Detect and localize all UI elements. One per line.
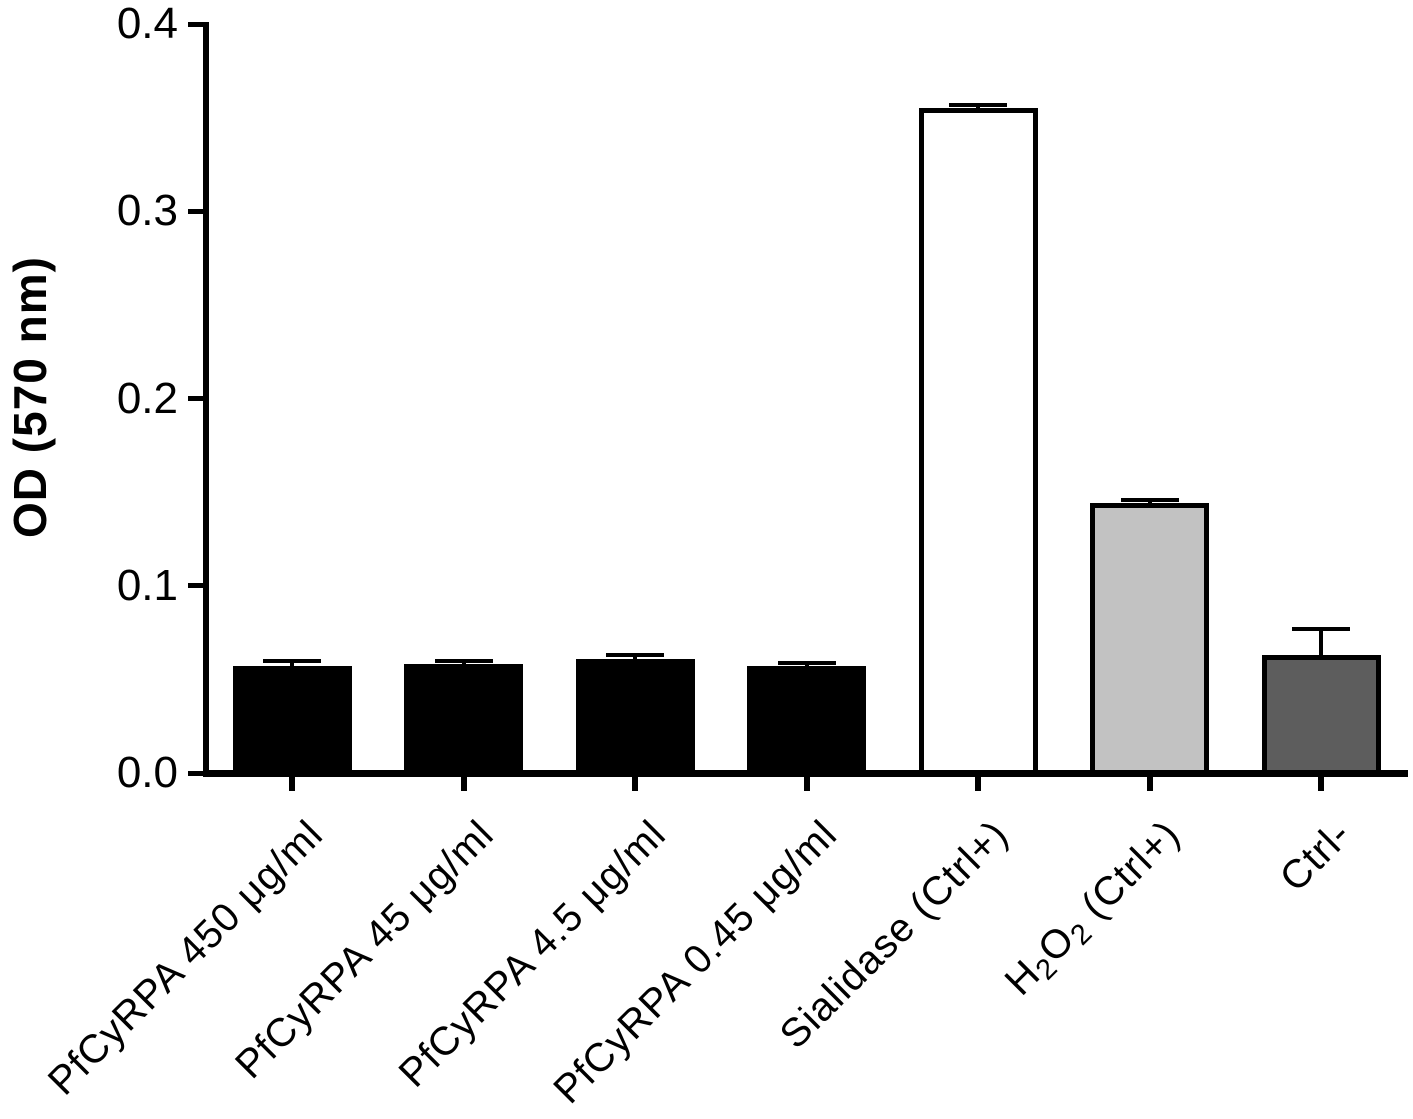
category-label-text: (Ctrl+) [1064,812,1189,936]
x-axis-category-label: PfCyRPA 0.45 μg/ml [545,812,845,1112]
y-axis-tick [188,21,203,27]
bar-7 [1261,655,1381,775]
x-axis-line [203,770,1408,777]
bar-2 [404,664,523,775]
x-axis-tick [289,777,295,791]
y-axis-tick-label: 0.3 [116,186,178,236]
category-label-text: PfCyRPA 0.45 μg/ml [545,812,846,1113]
x-axis-category-label: H2O2 (Ctrl+) [997,812,1192,1007]
y-axis-tick-label: 0.4 [116,0,178,48]
y-axis-tick [188,396,203,401]
x-axis-category-label: PfCyRPA 450 μg/ml [40,812,332,1104]
x-axis-tick [1318,777,1324,791]
y-axis-tick [188,583,203,589]
error-bar-cap [263,658,321,663]
y-axis-tick-label: 0.1 [116,560,178,610]
x-axis-tick [803,777,810,791]
y-axis-title: OD (570 nm) [4,256,56,538]
error-bar-cap [777,660,836,665]
error-bar-cap [434,658,493,663]
y-axis-tick [188,770,203,776]
bar-6 [1090,503,1209,775]
bar-3 [575,658,695,775]
y-axis-tick-label: 0.2 [116,373,178,423]
bar-1 [232,666,352,775]
bar-4 [747,666,866,775]
y-axis-tick-label: 0.0 [116,748,178,797]
error-bar-cap [606,653,664,658]
category-label-text: Ctrl- [1272,812,1361,901]
x-axis-tick [975,777,981,791]
error-bar-cap [1292,626,1350,631]
error-bar-cap [1120,497,1179,502]
x-axis-category-label: Ctrl- [1272,812,1360,900]
x-axis-tick [632,777,638,791]
category-label-text: PfCyRPA 450 μg/ml [39,812,332,1104]
x-axis-tick [1146,777,1153,791]
error-bar-cap [949,102,1007,107]
y-axis-line [203,22,209,777]
error-bar-line [1319,628,1323,664]
y-axis-tick [188,208,203,214]
x-axis-tick [460,777,467,791]
bar-5 [918,108,1038,775]
